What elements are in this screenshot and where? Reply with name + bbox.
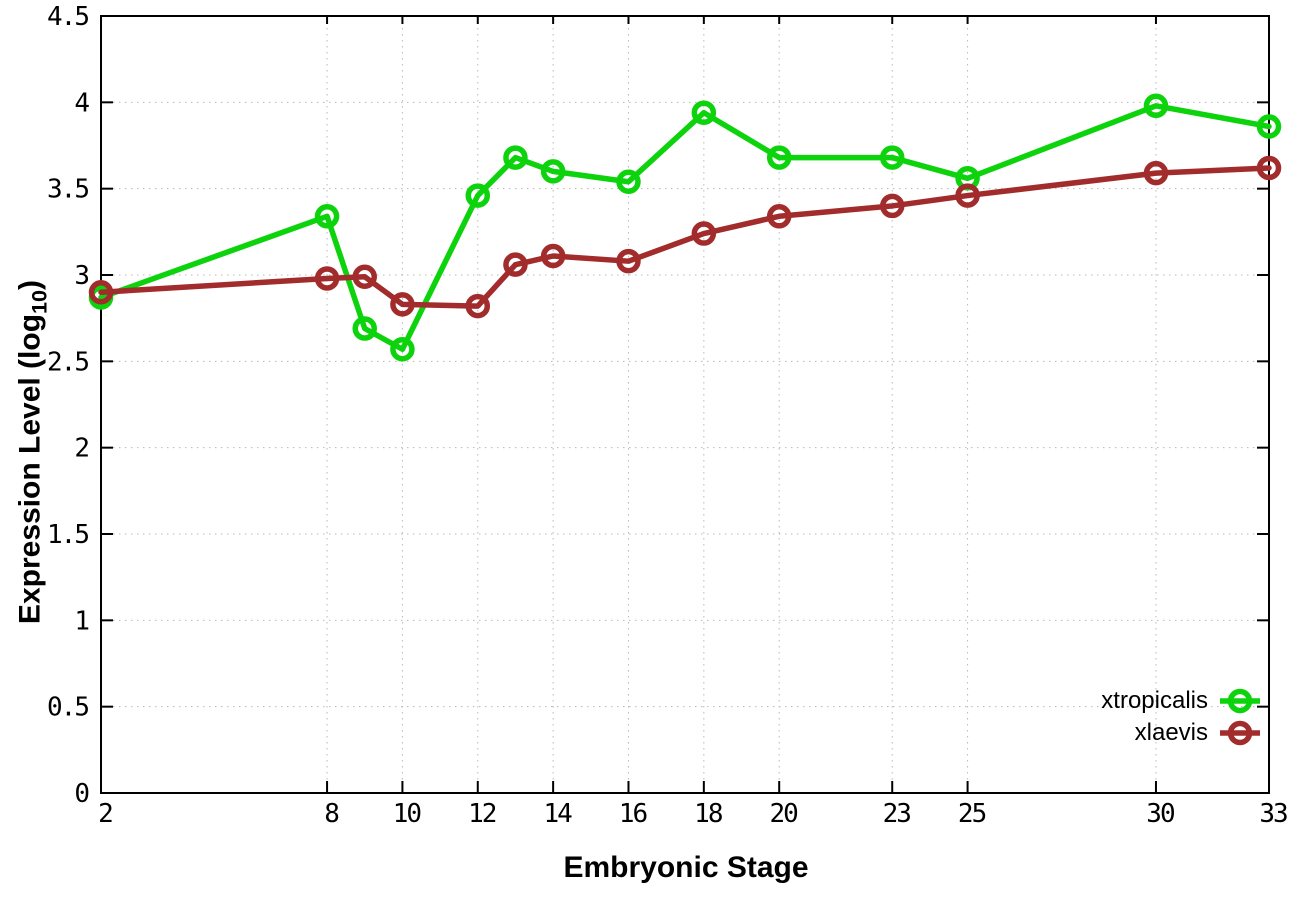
data-point-xlaevis	[691, 221, 717, 246]
legend-marker-xtropicalis	[1220, 688, 1260, 714]
legend-label-xlaevis: xlaevis	[1134, 719, 1208, 746]
y-tick-label: 0	[74, 779, 88, 809]
data-point-xlaevis	[879, 193, 905, 219]
data-point-xtropicalis	[390, 336, 415, 362]
data-point-xlaevis	[352, 264, 377, 289]
data-point-xtropicalis	[879, 145, 905, 170]
x-tick-label: 23	[883, 799, 911, 829]
data-point-xlaevis	[1143, 160, 1169, 186]
data-point-xlaevis	[465, 293, 491, 319]
x-axis-title: Embryonic Stage	[563, 851, 809, 884]
data-point-xtropicalis	[766, 145, 792, 170]
x-tick-label: 14	[543, 799, 572, 829]
data-point-xtropicalis	[503, 145, 528, 170]
x-tick-labels: 2 8 10 12 14 16 18 20 23 25 30 33	[98, 799, 1289, 829]
series-xtropicalis	[88, 93, 1282, 362]
y-axis-title-close: )	[13, 279, 47, 290]
x-tick-label: 2	[98, 799, 112, 829]
y-tick-label: 0.5	[47, 693, 88, 723]
y-tick-label: 1	[74, 606, 88, 636]
data-point-xtropicalis	[352, 316, 377, 341]
data-point-xtropicalis	[314, 204, 340, 229]
y-tick-label: 1.5	[47, 520, 88, 550]
data-point-xlaevis	[390, 292, 415, 317]
y-axis-title-subscript: 10	[26, 289, 52, 314]
x-tick-label: 25	[958, 799, 986, 829]
y-axis-title: Expression Level (log10)	[14, 280, 53, 624]
series-line-xtropicalis	[98, 103, 1272, 352]
y-tick-label: 3.5	[47, 175, 88, 205]
legend-item-xlaevis: xlaevis	[1135, 717, 1262, 749]
data-point-xtropicalis	[691, 100, 717, 125]
y-tick-label: 2	[74, 434, 88, 464]
x-tick-label: 18	[694, 799, 722, 829]
data-point-xtropicalis	[1256, 114, 1282, 139]
y-axis-title-text: Expression Level (log	[13, 313, 47, 625]
plot-border	[100, 15, 1270, 794]
y-tick-label: 4	[74, 88, 89, 118]
x-tick-label: 33	[1259, 799, 1287, 829]
y-tick-labels: 0 0.5 1 1.5 2 2.5 3 3.5 4 4.5	[47, 2, 91, 809]
legend-item-xtropicalis: xtropicalis	[1101, 685, 1262, 717]
data-point-xlaevis	[540, 243, 566, 269]
data-point-xlaevis	[955, 183, 980, 208]
x-tick-label: 10	[393, 799, 421, 829]
series-xlaevis	[88, 155, 1282, 319]
gridlines	[101, 16, 1269, 793]
x-tick-label: 30	[1146, 799, 1174, 829]
data-point-xtropicalis	[540, 159, 566, 184]
x-tick-label: 20	[770, 799, 798, 829]
data-point-xlaevis	[88, 280, 114, 305]
y-tick-label: 4.5	[47, 2, 88, 32]
data-point-xlaevis	[766, 204, 792, 229]
data-point-xtropicalis	[616, 169, 641, 195]
x-tick-label: 8	[324, 799, 338, 829]
data-point-xtropicalis	[1143, 93, 1169, 119]
data-point-xlaevis	[503, 252, 528, 277]
data-point-xtropicalis	[465, 183, 491, 208]
x-tick-label: 12	[468, 799, 496, 829]
legend-label-xtropicalis: xtropicalis	[1101, 687, 1208, 714]
data-point-xlaevis	[1256, 155, 1282, 181]
legend-marker-xlaevis	[1220, 720, 1260, 746]
y-tick-label: 3	[74, 261, 88, 291]
y-tick-label: 2.5	[47, 347, 88, 377]
data-point-xlaevis	[616, 248, 641, 274]
data-point-xlaevis	[314, 266, 340, 291]
legend: xtropicalis xlaevis	[1101, 685, 1262, 749]
x-tick-label: 16	[619, 799, 647, 829]
